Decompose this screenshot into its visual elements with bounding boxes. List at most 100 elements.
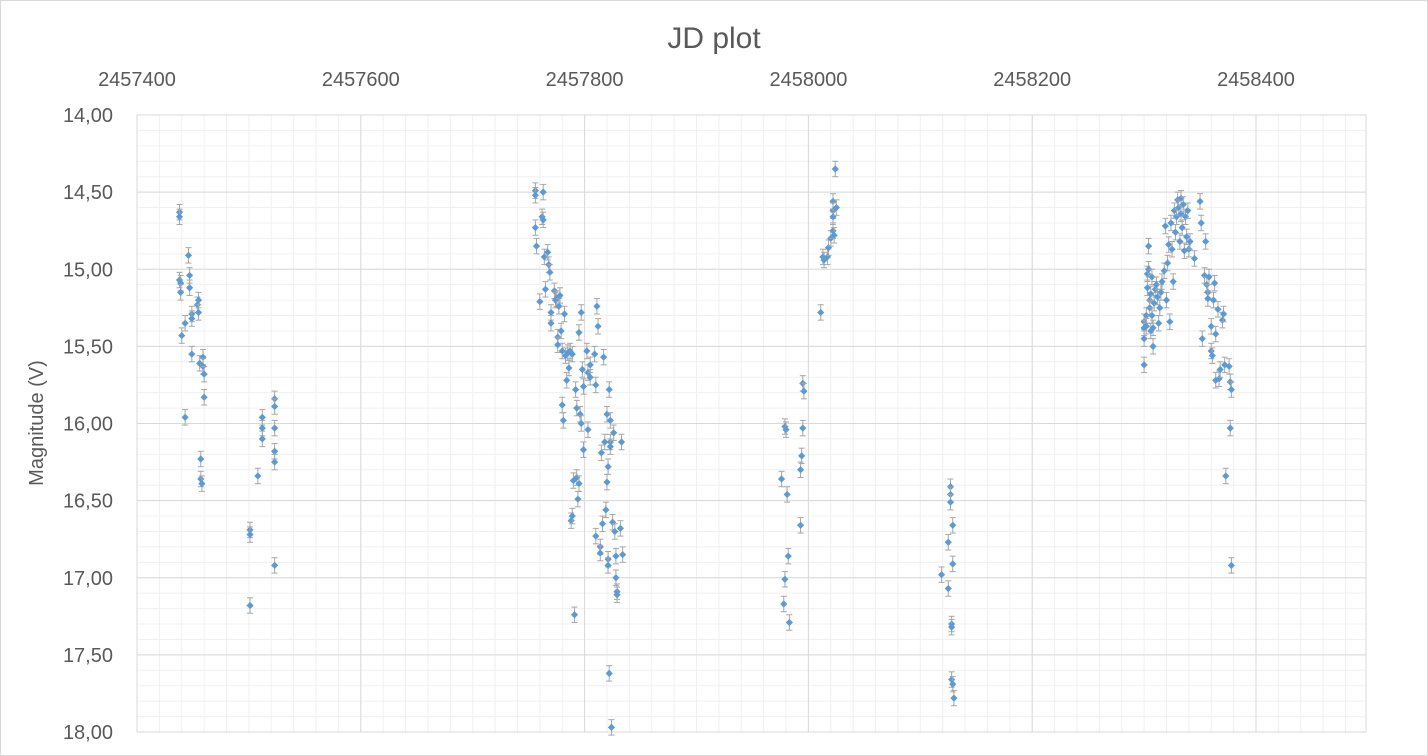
data-point (544, 244, 552, 261)
data-point (604, 557, 612, 574)
marker (555, 302, 563, 310)
marker (605, 385, 613, 394)
marker (785, 618, 793, 627)
data-point (578, 361, 586, 378)
marker (603, 410, 611, 418)
data-point (777, 470, 786, 488)
marker (784, 552, 792, 560)
marker (593, 302, 601, 310)
data-point (603, 473, 611, 491)
marker (539, 188, 547, 196)
data-point (820, 251, 828, 269)
data-point (1197, 214, 1205, 232)
data-point (200, 365, 208, 383)
data-point (1166, 313, 1174, 330)
marker (531, 224, 539, 232)
marker (619, 551, 627, 559)
x-tick-label: 2458200 (993, 69, 1071, 91)
data-point (1142, 318, 1150, 335)
data-point (937, 566, 946, 583)
marker (800, 387, 808, 395)
marker (271, 424, 279, 432)
data-point (783, 486, 791, 503)
marker (604, 561, 612, 570)
marker (579, 382, 588, 391)
marker (1167, 219, 1175, 227)
marker (178, 331, 186, 340)
data-point (539, 183, 547, 201)
data-point (949, 517, 957, 534)
marker (1160, 267, 1168, 275)
marker (576, 410, 584, 418)
marker (832, 203, 840, 212)
x-tick-label: 2457800 (546, 69, 624, 91)
marker (194, 308, 203, 317)
marker (596, 549, 604, 557)
marker (560, 310, 569, 318)
marker (200, 393, 208, 401)
data-point (546, 264, 554, 281)
marker (610, 429, 618, 437)
marker (1147, 327, 1155, 335)
data-point (591, 345, 599, 363)
marker (1184, 207, 1192, 215)
data-point (1186, 233, 1194, 250)
data-point (1140, 330, 1148, 347)
data-point (558, 396, 566, 414)
marker (1210, 279, 1219, 287)
marker (584, 426, 592, 434)
marker (1140, 335, 1148, 343)
marker (607, 723, 616, 731)
data-point (271, 557, 279, 574)
x-axis-tick-labels: 2457400 2457600 2457800 2458000 2458200 24584… (98, 69, 1295, 91)
marker (831, 165, 839, 173)
data-point (1212, 325, 1220, 343)
marker (575, 480, 583, 488)
data-point (536, 293, 544, 310)
data-point (188, 345, 196, 363)
marker (602, 506, 610, 514)
marker (532, 242, 541, 250)
data-point (780, 595, 788, 613)
marker (570, 611, 579, 619)
marker (1170, 207, 1178, 215)
marker (558, 347, 566, 355)
data-point (1221, 356, 1229, 374)
marker (608, 518, 617, 526)
y-tick-label: 17,50 (63, 645, 113, 667)
data-point (1215, 370, 1223, 387)
marker (944, 538, 952, 546)
data-point (1168, 240, 1176, 258)
data-point (601, 433, 609, 451)
marker (1152, 281, 1161, 289)
data-point (271, 398, 279, 415)
marker (271, 402, 279, 411)
marker (1168, 245, 1176, 253)
marker (603, 478, 611, 486)
data-point (1161, 217, 1169, 235)
marker (597, 449, 605, 457)
marker (592, 532, 600, 540)
data-point (1207, 318, 1215, 335)
data-point (796, 517, 805, 534)
data-point (1169, 273, 1177, 290)
y-tick-label: 14,50 (63, 182, 113, 204)
marker (184, 251, 193, 259)
data-point (607, 719, 616, 736)
marker (777, 475, 786, 483)
data-point (817, 304, 825, 321)
x-tick-label: 2458400 (1217, 69, 1295, 91)
marker (783, 490, 791, 499)
marker (1207, 322, 1215, 330)
x-tick-label: 2457600 (322, 69, 400, 91)
marker (568, 512, 576, 520)
marker (573, 404, 581, 412)
marker (175, 213, 184, 221)
marker (1171, 228, 1180, 236)
marker (948, 675, 956, 684)
data-point (1225, 358, 1233, 375)
marker (575, 328, 583, 337)
data-point (531, 186, 539, 204)
y-tick-label: 16,50 (63, 491, 113, 513)
marker (1202, 237, 1210, 246)
